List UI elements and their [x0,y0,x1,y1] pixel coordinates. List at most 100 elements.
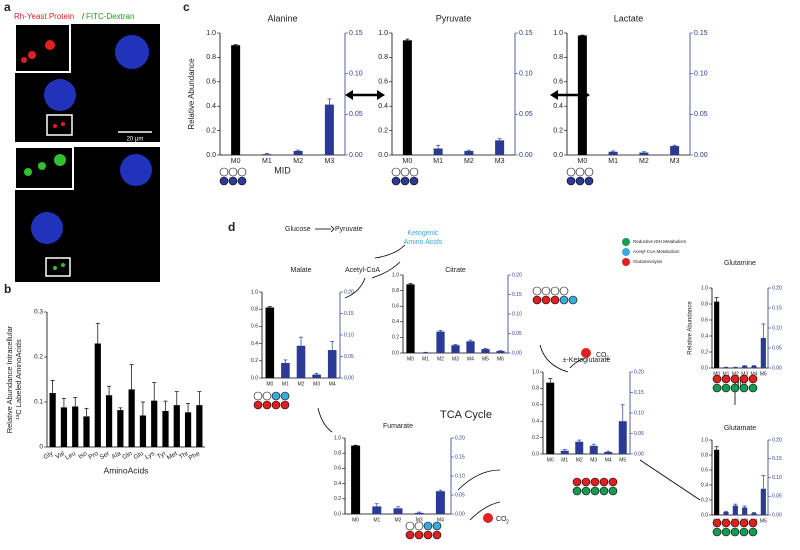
y-tick-label: 0.0 [392,350,399,356]
y-tick-label: 1.0 [334,435,341,441]
bar [162,411,169,447]
y-tick-label: 0.8 [251,307,258,313]
chart-title: Alanine [267,13,297,23]
x-axis-label: MID [274,165,291,175]
y-tick-label: 1.0 [206,30,216,37]
y-tick-label: 0.0 [206,152,216,159]
y-tick-label: 0.2 [701,497,708,503]
arrowhead [345,90,590,100]
y-tick-label: 0.2 [34,354,43,361]
y-tick-label: 0.4 [206,103,216,110]
y-tick-label: 0.6 [378,79,388,86]
metabolite: Glucose [285,226,311,233]
carbon-icon [550,286,560,296]
y-tick-label: 0.4 [251,341,258,347]
carbon-icon [590,486,600,496]
bar [751,366,757,368]
y2-tick-label: 0.15 [344,311,354,317]
y2-tick-label: 0.00 [344,375,354,381]
carbon-icon [730,527,740,537]
error-bar [50,380,55,393]
carbon-icon [712,518,722,528]
x-tick-label: Lys [144,450,157,461]
y2-tick-label: 0.15 [455,454,465,460]
y2-tick-label: 0.00 [634,451,644,457]
carbon-icon [237,167,247,177]
bar [575,441,584,454]
y2-tick-label: 0.05 [455,492,465,498]
x-tick-label: M1 [433,158,443,165]
y-tick-label: 0.1 [34,399,43,406]
bar [618,421,627,454]
y-tick-label: 0.0 [334,511,341,517]
error-bar [752,512,756,514]
bar [451,345,460,353]
carbon-icon [572,477,582,487]
carbon-icon [599,477,609,487]
x-tick-label: Met [166,450,179,462]
stain-label: FITC-Dextran [86,12,134,21]
co2-icon [483,513,493,523]
carbon-icon [721,518,731,528]
y-tick-label: 1.0 [701,285,708,291]
chart-title: ±-Ketoglutarate [563,357,611,364]
panel-label: b [4,282,11,296]
y2-tick-label: 0.00 [772,512,782,518]
x-tick-label: M1 [262,158,272,165]
y2-tick-label: 0.15 [512,292,522,298]
pathway-arrows [315,225,736,521]
y2-tick-label: 0.05 [772,494,782,500]
y-tick-label: 0.3 [34,309,43,316]
bar [732,505,738,515]
error-bar [73,397,78,407]
y-tick-label: 0.6 [206,79,216,86]
metabolite: CO [596,352,607,359]
bar [742,366,748,368]
metabolite: Acetyl-CoA [345,267,380,274]
error-bar [724,510,728,512]
x-tick-label: Val [55,450,67,461]
bar [546,382,555,454]
x-tick-label: M2 [732,371,739,377]
carbon-icon [237,176,247,186]
x-tick-label: M0 [403,158,413,165]
carbon-icon [414,521,424,531]
chart: 0.0 0.2 0.4 0.6 0.8 1.0 0.00 0.05 0.10 0.15 0.20 M0… [688,260,782,388]
metabolite: Pyruvate [335,226,363,233]
bar [608,151,618,155]
legend [622,238,630,266]
error-bar [296,149,301,151]
carbon-icon [748,374,758,384]
y-tick-label: 0.8 [532,386,539,392]
error-bar [314,372,319,375]
bar [466,341,475,353]
error-bar [163,400,168,411]
x-tick-label: Leu [64,450,77,462]
error-bar [374,503,379,507]
x-tick-label: M2 [293,158,303,165]
bar [372,506,382,514]
micrograph [14,23,160,142]
bar [281,362,290,378]
error-bar [438,489,443,492]
carbon-icon [423,530,433,540]
carbon-icon [280,391,290,401]
chart-title: Glutamine [724,260,756,267]
y-tick-label: 0.8 [553,54,563,61]
y2-tick-label: 0.15 [349,30,363,37]
y2-tick-label: 0.00 [512,350,522,356]
bar [94,343,101,447]
carbon-icon [608,486,618,496]
y-tick-label: 0.2 [701,349,708,355]
y2-tick-label: 0.05 [694,111,708,118]
error-bar [186,403,191,413]
carbon-icon [400,167,410,177]
carbon-icon [748,527,758,537]
x-tick-label: M5 [760,518,767,524]
cycle-label: TCA Cycle [440,409,492,421]
y-tick-label: 0.2 [334,496,341,502]
x-tick-label: M1 [373,517,380,523]
y2-tick-label: 0.00 [694,152,708,159]
bar [173,405,180,447]
x-tick-label: Thr [178,450,191,461]
